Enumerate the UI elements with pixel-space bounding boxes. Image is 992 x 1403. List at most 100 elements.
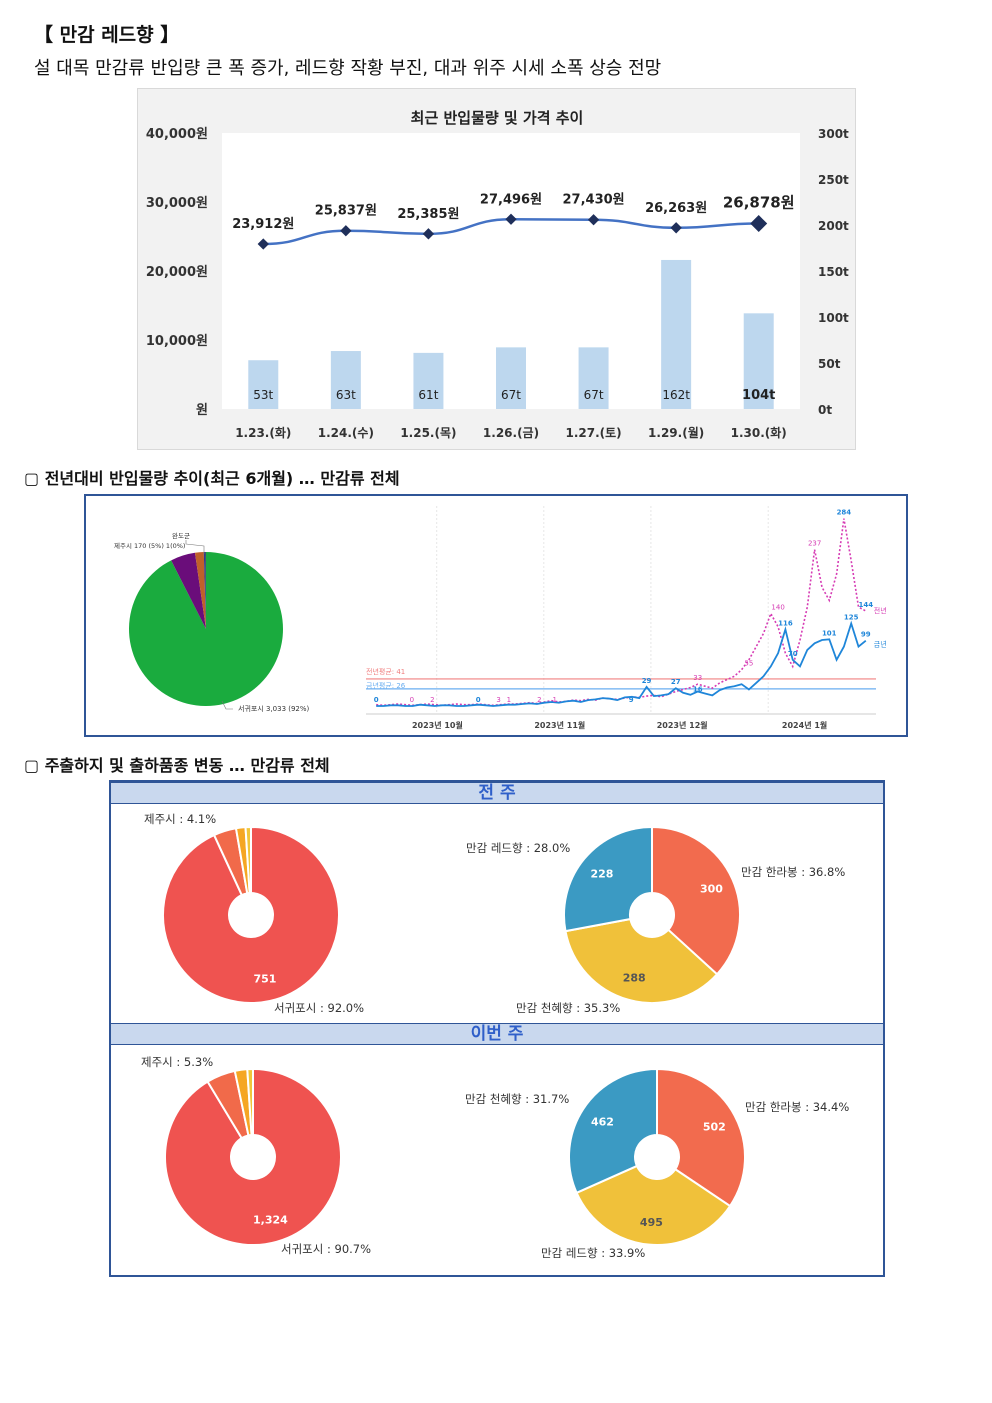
volume-label: 104t <box>742 388 775 403</box>
price-label: 26,878원 <box>723 194 795 212</box>
donut-value-label: 751 <box>253 972 276 985</box>
y-left-tick-label: 30,000원 <box>146 196 208 211</box>
trend-value-label: 2 <box>430 696 434 704</box>
y-left-tick-label: 원 <box>196 403 208 418</box>
chart-title: 최근 반입물량 및 가격 추이 <box>411 109 584 127</box>
y-right-tick-label: 0t <box>818 403 832 417</box>
price-point <box>750 215 768 233</box>
trend-value-label: 9 <box>629 696 634 704</box>
donut-charts-svg: 751 제주시 : 4.1% 서귀포시 : 92.0% 300 288 228 만감 한라봉… <box>141 812 849 1260</box>
y-right-tick-label: 150t <box>818 265 849 279</box>
summary-text: 설 대목 만감류 반입량 큰 폭 증가, 레드향 작황 부진, 대과 위주 시세… <box>34 58 662 79</box>
trend-x-tick: 2023년 11월 <box>534 720 585 730</box>
shipping-panel: 전 주 이번 주 751 제주시 : 4.1% 서귀포시 : 92.0% 300 288… <box>109 780 885 1277</box>
x-tick-label: 1.29.(월) <box>648 425 704 440</box>
donut-slice <box>564 917 719 1004</box>
donut-label: 만감 천혜향 : 35.3% <box>516 1001 620 1015</box>
donut-value-label: 288 <box>623 972 646 985</box>
trend-value-label: 1 <box>507 696 511 704</box>
shipping-heading: ▢ 주출하지 및 출하품종 변동 … 만감류 전체 <box>24 756 330 775</box>
trend-reference-label: 전년평균: 41 <box>366 667 405 676</box>
volume-label: 61t <box>418 388 438 402</box>
trend-heading: ▢ 전년대비 반입물량 추이(최근 6개월) … 만감류 전체 <box>24 469 400 488</box>
trend-value-label: 2 <box>537 696 541 704</box>
volume-bar <box>330 351 361 409</box>
price-volume-chart: 최근 반입물량 및 가격 추이 【만감 레드향 3kg 상자/상품】 원10,0… <box>137 88 856 450</box>
pie-slice <box>171 552 206 629</box>
y-left-tick-label: 40,000원 <box>146 127 208 142</box>
trend-value-label: 99 <box>861 631 871 639</box>
trend-value-label: 140 <box>771 604 784 612</box>
donut-label: 서귀포시 : 90.7% <box>281 1242 371 1256</box>
trend-value-label: 1 <box>552 696 556 704</box>
trend-x-tick: 2023년 10월 <box>412 720 463 730</box>
y-right-tick-label: 250t <box>818 173 849 187</box>
donut-slice <box>575 1164 732 1246</box>
trend-value-label: 101 <box>822 629 837 637</box>
volume-bar <box>578 347 609 409</box>
trend-value-label: 116 <box>778 619 793 627</box>
page-title: 【 만감 레드향 】 <box>34 24 180 46</box>
volume-label: 67t <box>501 388 521 402</box>
volume-bar <box>743 313 774 409</box>
donut-slice <box>568 1067 658 1195</box>
x-tick-label: 1.27.(토) <box>565 426 621 440</box>
pie-slice <box>128 552 283 706</box>
donut-value-label: 462 <box>591 1116 614 1129</box>
y-left-tick-label: 10,000원 <box>146 334 208 349</box>
y-right-tick-label: 300t <box>818 127 849 141</box>
volume-bar <box>661 259 692 409</box>
trend-x-tick: 2024년 1월 <box>782 720 827 730</box>
pie-leader <box>185 540 205 554</box>
trend-panel: 서귀포시 3,033 (92%) 제주시 170 (5%) 1(0%) 완도군 202… <box>84 494 908 737</box>
x-tick-label: 1.30.(화) <box>731 425 787 440</box>
donut-label: 만감 레드향 : 33.9% <box>541 1246 645 1260</box>
trend-value-label: 33 <box>693 674 702 682</box>
trend-reference-label: 금년평균: 26 <box>366 681 406 690</box>
volume-label: 63t <box>336 388 356 402</box>
price-label: 23,912원 <box>232 217 294 232</box>
price-label: 27,496원 <box>480 192 542 207</box>
donut-value-label: 495 <box>640 1216 663 1229</box>
donut-slice <box>244 825 252 895</box>
trend-value-label: 27 <box>671 678 681 686</box>
donut-slice <box>162 825 340 1004</box>
trend-line-this-year <box>376 620 867 707</box>
pie-slice <box>203 552 206 629</box>
trend-value-label: 3 <box>496 696 500 704</box>
donut-slice <box>164 1067 342 1246</box>
y-right-tick-label: 100t <box>818 311 849 325</box>
trend-value-label: 0 <box>476 696 481 704</box>
price-point <box>340 225 352 237</box>
donut-label: 서귀포시 : 92.0% <box>274 1001 364 1015</box>
x-tick-label: 1.23.(화) <box>235 425 291 440</box>
x-tick-label: 1.24.(수) <box>318 426 374 440</box>
volume-bar <box>248 360 279 409</box>
trend-value-label: 284 <box>837 509 852 517</box>
donut-label: 만감 천혜향 : 31.7% <box>465 1092 569 1106</box>
pie-label: 제주시 170 (5%) 1(0%) <box>114 542 185 550</box>
trend-series-name: 전년 <box>874 606 887 615</box>
donut-value-label: 300 <box>700 883 723 896</box>
trend-value-label: 125 <box>844 614 859 622</box>
price-point <box>587 214 600 226</box>
donut-label: 만감 한라봉 : 34.4% <box>745 1100 849 1114</box>
volume-bar <box>496 347 526 409</box>
x-tick-label: 1.25.(목) <box>400 426 456 440</box>
x-tick-label: 1.26.(금) <box>483 426 539 440</box>
donut-slice <box>651 825 741 976</box>
donut-slice <box>563 825 653 933</box>
trend-value-label: 0 <box>374 696 379 704</box>
price-volume-svg: 최근 반입물량 및 가격 추이 【만감 레드향 3kg 상자/상품】 원10,0… <box>146 109 849 440</box>
donut-slice <box>656 1067 746 1208</box>
pie-leader <box>221 700 233 710</box>
this-week-band: 이번 주 <box>111 1023 883 1045</box>
y-right-tick-label: 50t <box>818 357 841 371</box>
volume-label: 162t <box>662 388 690 402</box>
trend-value-label: 70 <box>788 650 798 658</box>
donut-label: 만감 레드향 : 28.0% <box>466 841 570 855</box>
trend-value-label: 16 <box>693 685 703 693</box>
volume-bar <box>413 352 444 409</box>
volume-label: 53t <box>253 388 273 402</box>
trend-value-label: 0 <box>410 696 414 704</box>
